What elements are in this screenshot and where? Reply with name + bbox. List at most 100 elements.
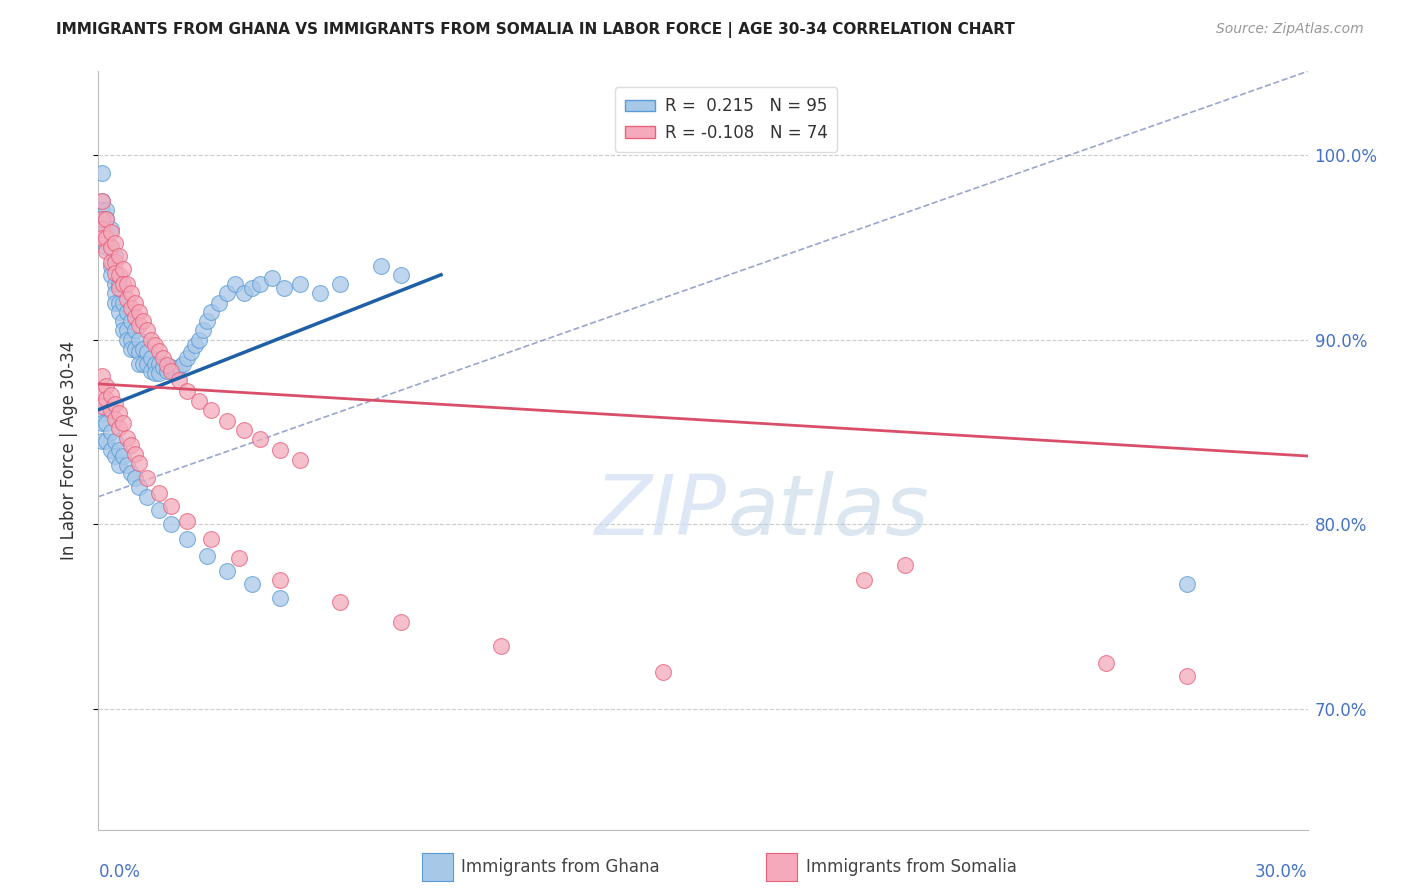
Point [132, 314, 155, 328]
Point [160, 517, 183, 532]
Point [115, 323, 138, 337]
Point [124, 310, 146, 325]
Point [103, 286, 125, 301]
Point [143, 357, 166, 371]
Point [128, 305, 150, 319]
Point [107, 443, 129, 458]
Point [100, 225, 122, 239]
Point [195, 549, 218, 563]
Point [103, 277, 125, 291]
Point [91, 399, 114, 413]
Point [224, 277, 246, 291]
Point [249, 277, 271, 291]
Point [96, 202, 118, 217]
Point [120, 333, 142, 347]
Point [217, 286, 239, 301]
Text: 0.0%: 0.0% [98, 863, 141, 880]
Point [124, 471, 146, 485]
Point [163, 364, 186, 378]
Text: ZIP: ZIP [595, 471, 727, 551]
Point [160, 364, 183, 378]
Point [188, 333, 211, 347]
Point [260, 271, 283, 285]
Point [148, 502, 170, 516]
Point [269, 591, 291, 606]
Point [1175, 576, 1198, 591]
Point [249, 433, 271, 447]
Point [156, 364, 179, 378]
Point [103, 449, 125, 463]
Point [329, 595, 352, 609]
Point [96, 434, 118, 449]
Point [107, 268, 129, 282]
Point [115, 430, 138, 444]
Point [370, 259, 392, 273]
Point [103, 236, 125, 251]
Point [111, 262, 134, 277]
Point [135, 323, 157, 337]
Point [160, 499, 183, 513]
Point [96, 212, 118, 227]
Point [107, 407, 129, 421]
Point [91, 434, 114, 449]
Point [240, 576, 263, 591]
Point [273, 281, 295, 295]
Point [160, 360, 183, 375]
Point [143, 366, 166, 380]
Point [96, 244, 118, 258]
Point [103, 295, 125, 310]
Point [128, 333, 150, 347]
Point [232, 423, 254, 437]
Point [208, 295, 231, 310]
Point [188, 393, 211, 408]
Point [167, 360, 190, 375]
Point [91, 384, 114, 399]
Text: IMMIGRANTS FROM GHANA VS IMMIGRANTS FROM SOMALIA IN LABOR FORCE | AGE 30-34 CORR: IMMIGRANTS FROM GHANA VS IMMIGRANTS FROM… [56, 22, 1015, 38]
Point [91, 212, 114, 227]
Point [135, 345, 157, 359]
Point [156, 359, 179, 373]
Point [143, 338, 166, 352]
Point [120, 466, 142, 480]
Point [309, 286, 332, 301]
Point [217, 564, 239, 578]
Point [152, 360, 174, 375]
Point [115, 277, 138, 291]
Point [91, 407, 114, 421]
Point [288, 452, 311, 467]
Point [91, 166, 114, 180]
Point [91, 194, 114, 208]
Point [132, 342, 155, 356]
Point [128, 357, 150, 371]
Point [651, 665, 673, 680]
Point [172, 357, 194, 371]
Point [91, 202, 114, 217]
Point [111, 295, 134, 310]
Point [148, 366, 170, 380]
Point [100, 255, 122, 269]
Point [128, 345, 150, 359]
Point [107, 421, 129, 435]
Point [91, 221, 114, 235]
Point [200, 402, 222, 417]
Point [124, 342, 146, 356]
Point [96, 392, 118, 406]
Point [135, 490, 157, 504]
Point [91, 194, 114, 208]
Point [115, 292, 138, 306]
Point [111, 277, 134, 291]
Text: Source: ZipAtlas.com: Source: ZipAtlas.com [1216, 22, 1364, 37]
Point [228, 550, 250, 565]
Point [288, 277, 311, 291]
Point [111, 314, 134, 328]
Point [107, 458, 129, 473]
Point [135, 471, 157, 485]
Point [217, 414, 239, 428]
Point [184, 338, 207, 352]
Point [135, 357, 157, 371]
Point [107, 305, 129, 319]
Point [124, 447, 146, 461]
Point [96, 231, 118, 245]
Point [103, 266, 125, 280]
Point [200, 533, 222, 547]
